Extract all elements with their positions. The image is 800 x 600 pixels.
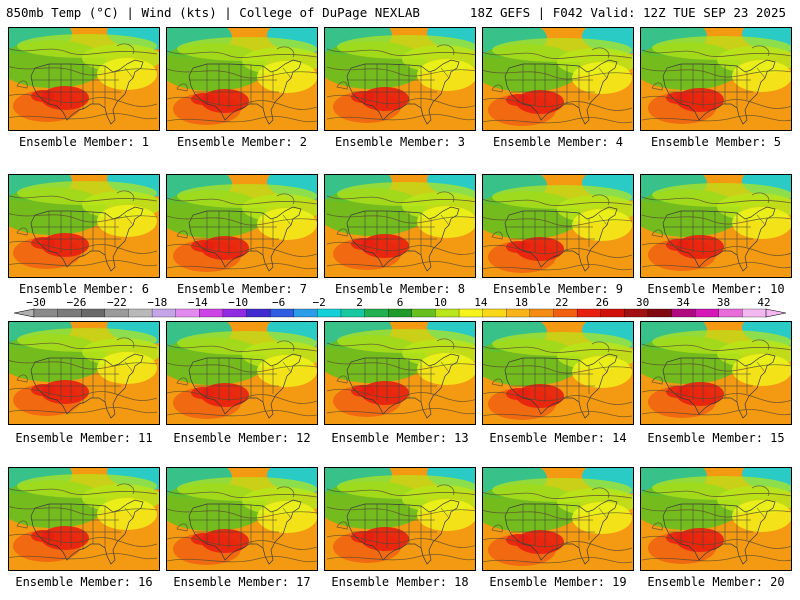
colorbar-max-arrow (765, 308, 787, 318)
member-caption: Ensemble Member: 1 (18, 135, 150, 149)
member-caption: Ensemble Member: 16 (15, 575, 153, 589)
colorbar-cell (269, 308, 295, 318)
colorbar-tick-label: −10 (228, 296, 249, 309)
ensemble-member-map (482, 467, 634, 571)
colorbar-cell (576, 308, 602, 318)
ensemble-member-map (482, 27, 634, 131)
member-caption: Ensemble Member: 17 (173, 575, 311, 589)
ensemble-member-map (8, 27, 160, 131)
colorbar-tick-label: −6 (272, 296, 286, 309)
ensemble-member-map (8, 174, 160, 278)
colorbar-cell (246, 308, 271, 318)
colorbar-cell (364, 308, 389, 318)
model-run-valid-time: 18Z GEFS | F042 Valid: 12Z TUE SEP 23 20… (469, 5, 786, 20)
member-caption: Ensemble Member: 18 (331, 575, 469, 589)
member-caption: Ensemble Member: 3 (334, 135, 466, 149)
colorbar-cell (317, 308, 342, 318)
temperature-colorbar (13, 308, 787, 318)
colorbar-cell (151, 308, 177, 318)
colorbar-cell (458, 308, 484, 318)
member-caption: Ensemble Member: 7 (176, 282, 308, 296)
colorbar-cell (175, 308, 200, 318)
ensemble-member-map (324, 321, 476, 425)
colorbar-cell (388, 308, 413, 318)
colorbar-cell (104, 308, 129, 318)
colorbar-tick-label: 6 (396, 296, 404, 309)
member-caption: Ensemble Member: 19 (489, 575, 627, 589)
ensemble-member-map (640, 174, 792, 278)
member-caption: Ensemble Member: 2 (176, 135, 308, 149)
ensemble-member-map (8, 467, 160, 571)
ensemble-member-map (166, 467, 318, 571)
colorbar-tick-label: 18 (514, 296, 528, 309)
colorbar-cell (600, 308, 625, 318)
colorbar-tick-label: −18 (147, 296, 168, 309)
colorbar-cell (33, 308, 59, 318)
colorbar-cell (128, 308, 153, 318)
ensemble-member-map (324, 27, 476, 131)
ensemble-member-map (166, 27, 318, 131)
member-caption: Ensemble Member: 4 (492, 135, 624, 149)
colorbar-tick-label: 14 (474, 296, 488, 309)
colorbar-cell (411, 308, 436, 318)
colorbar-tick-label: 2 (356, 296, 363, 309)
ensemble-member-map (640, 27, 792, 131)
colorbar-cell (742, 308, 767, 318)
ensemble-member-map (482, 174, 634, 278)
colorbar-cell (81, 308, 106, 318)
colorbar-tick-label: −14 (187, 296, 208, 309)
ensemble-member-map (482, 321, 634, 425)
colorbar-tick-label: 30 (636, 296, 650, 309)
colorbar-tick-label: −30 (26, 296, 46, 309)
member-caption: Ensemble Member: 20 (647, 575, 785, 589)
member-caption: Ensemble Member: 8 (334, 282, 466, 296)
colorbar-tick-label: −2 (312, 296, 326, 309)
product-title: 850mb Temp (°C) | Wind (kts) | College o… (6, 5, 420, 20)
colorbar-cell (718, 308, 743, 318)
colorbar-tick-label: 34 (676, 296, 690, 309)
member-caption: Ensemble Member: 10 (647, 282, 785, 296)
member-caption: Ensemble Member: 14 (489, 431, 627, 445)
ensemble-member-map (8, 321, 160, 425)
colorbar-cell (57, 308, 82, 318)
colorbar-cell (482, 308, 507, 318)
member-caption: Ensemble Member: 6 (18, 282, 150, 296)
colorbar-tick-label: 42 (757, 296, 771, 309)
colorbar-tick-label: −26 (66, 296, 87, 309)
member-caption: Ensemble Member: 15 (647, 431, 785, 445)
colorbar-cell (199, 308, 224, 318)
ensemble-member-map (166, 174, 318, 278)
ensemble-member-map (640, 467, 792, 571)
colorbar-cell (624, 308, 649, 318)
ensemble-member-map (166, 321, 318, 425)
colorbar-cell (529, 308, 554, 318)
colorbar-cell (647, 308, 672, 318)
colorbar-cell (222, 308, 247, 318)
colorbar-tick-label: −22 (106, 296, 127, 309)
colorbar-cell (553, 308, 578, 318)
member-caption: Ensemble Member: 12 (173, 431, 311, 445)
member-caption: Ensemble Member: 13 (331, 431, 469, 445)
colorbar-cell (506, 308, 531, 318)
colorbar-tick-label: 22 (555, 296, 569, 309)
colorbar-min-arrow (13, 308, 35, 318)
member-caption: Ensemble Member: 5 (650, 135, 782, 149)
colorbar-tick-label: 38 (716, 296, 731, 309)
colorbar-cell (671, 308, 696, 318)
colorbar-cell (293, 308, 318, 318)
colorbar-tick-label: 26 (595, 296, 609, 309)
member-caption: Ensemble Member: 9 (492, 282, 624, 296)
ensemble-member-map (640, 321, 792, 425)
colorbar-cell (695, 308, 720, 318)
colorbar-tick-label: 10 (433, 296, 448, 309)
colorbar-cell (435, 308, 460, 318)
member-caption: Ensemble Member: 11 (15, 431, 153, 445)
ensemble-member-map (324, 467, 476, 571)
colorbar-cell (340, 308, 366, 318)
ensemble-member-map (324, 174, 476, 278)
